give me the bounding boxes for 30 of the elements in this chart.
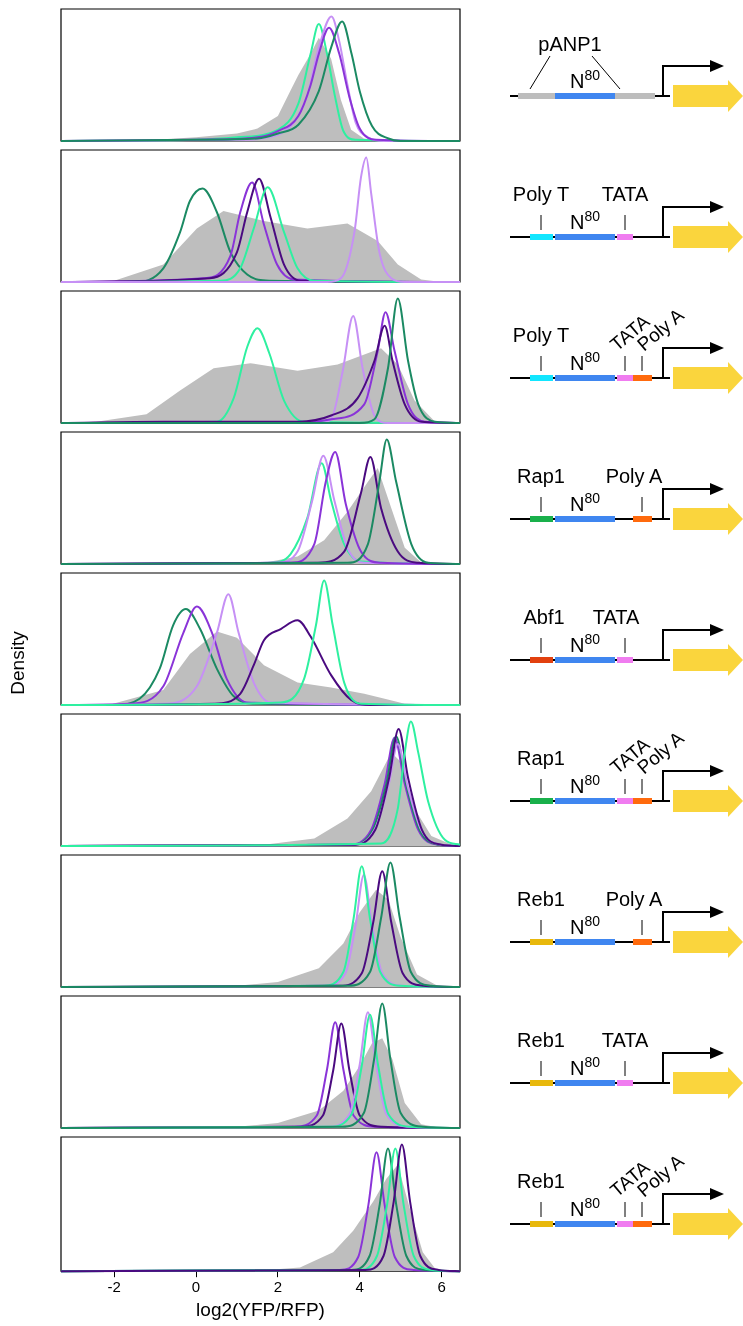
x-axis-title: log2(YFP/RFP) [196,1298,325,1320]
text: N$^{80}$ [569,208,601,233]
text: Reb1 [517,1170,565,1192]
text: N$^{80}$ [569,490,601,515]
y-axis-title: Density [7,630,29,697]
text: N$^{80}$ [569,913,601,938]
x-tick-label: -2 [107,1278,121,1296]
text: Poly A [605,888,664,910]
x-tick-label: 2 [273,1278,283,1296]
text: Abf1 [523,606,565,628]
text: Poly A [605,465,664,487]
text: Poly T [512,183,570,205]
x-tick-label: 6 [437,1278,446,1296]
text: Poly T [512,324,570,346]
text: N$^{80}$ [569,67,601,92]
x-tick-label: 0 [191,1278,201,1296]
text: N$^{80}$ [569,1054,601,1079]
text: N$^{80}$ [569,349,601,374]
text: TATA [592,606,640,628]
x-tick-label: 4 [355,1278,364,1296]
text: Reb1 [517,1029,565,1051]
text: Reb1 [517,888,565,910]
text: N$^{80}$ [569,631,601,656]
text: Rap1 [517,747,565,769]
text: N$^{80}$ [569,772,601,797]
text: TATA [601,1029,649,1051]
text: N$^{80}$ [569,1195,601,1220]
text: pANP1 [538,33,602,55]
text: Rap1 [517,465,565,487]
text: TATA [601,183,649,205]
